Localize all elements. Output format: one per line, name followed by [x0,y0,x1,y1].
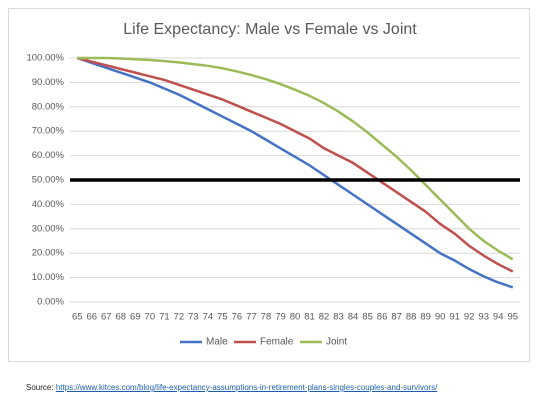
source-label: Source: [26,383,54,392]
y-tick-label: 50.00% [32,175,65,186]
chart: Life Expectancy: Male vs Female vs Joint… [8,8,530,362]
x-tick-label: 71 [159,312,170,323]
y-tick-label: 30.00% [32,223,65,234]
x-tick-label: 68 [116,312,127,323]
legend-label: Male [206,337,228,348]
x-tick-label: 74 [203,312,214,323]
series-line [77,56,514,261]
x-tick-label: 76 [232,312,243,323]
y-tick-label: 40.00% [32,199,65,210]
source-link[interactable]: https://www.kitces.com/blog/life-expecta… [55,383,438,392]
x-tick-label: 72 [174,312,185,323]
legend-label: Female [260,337,294,348]
x-tick-label: 83 [333,312,344,323]
y-tick-label: 70.00% [32,126,65,137]
y-tick-label: 100.00% [26,53,64,64]
x-tick-label: 88 [406,312,417,323]
x-tick-label: 94 [493,312,504,323]
x-tick-label: 82 [319,312,330,323]
x-tick-label: 90 [435,312,446,323]
x-tick-label: 77 [246,312,257,323]
x-tick-label: 70 [145,312,156,323]
y-tick-label: 20.00% [32,248,65,259]
x-tick-label: 80 [290,312,301,323]
x-tick-label: 85 [362,312,373,323]
x-tick-label: 69 [130,312,141,323]
x-tick-label: 86 [377,312,388,323]
x-tick-label: 66 [86,312,97,323]
x-tick-label: 87 [391,312,402,323]
x-tick-label: 95 [507,312,518,323]
x-tick-label: 67 [101,312,112,323]
x-tick-label: 81 [304,312,315,323]
x-tick-label: 89 [420,312,431,323]
chart-frame [8,8,530,362]
x-tick-label: 91 [449,312,460,323]
y-tick-label: 0.00% [37,297,64,308]
chart-title: Life Expectancy: Male vs Female vs Joint [123,21,417,38]
y-tick-label: 60.00% [32,150,65,161]
series-line [76,56,514,289]
y-tick-label: 80.00% [32,101,65,112]
y-tick-label: 10.00% [32,272,65,283]
x-tick-label: 78 [261,312,272,323]
x-tick-label: 92 [464,312,475,323]
x-tick-label: 84 [348,312,359,323]
source: Source: https://www.kitces.com/blog/life… [26,383,437,392]
series-line [76,56,514,273]
x-tick-label: 79 [275,312,286,323]
y-tick-label: 90.00% [32,77,65,88]
x-tick-label: 75 [217,312,228,323]
x-tick-label: 65 [72,312,83,323]
x-tick-label: 93 [478,312,489,323]
legend-label: Joint [326,337,347,348]
x-tick-label: 73 [188,312,199,323]
